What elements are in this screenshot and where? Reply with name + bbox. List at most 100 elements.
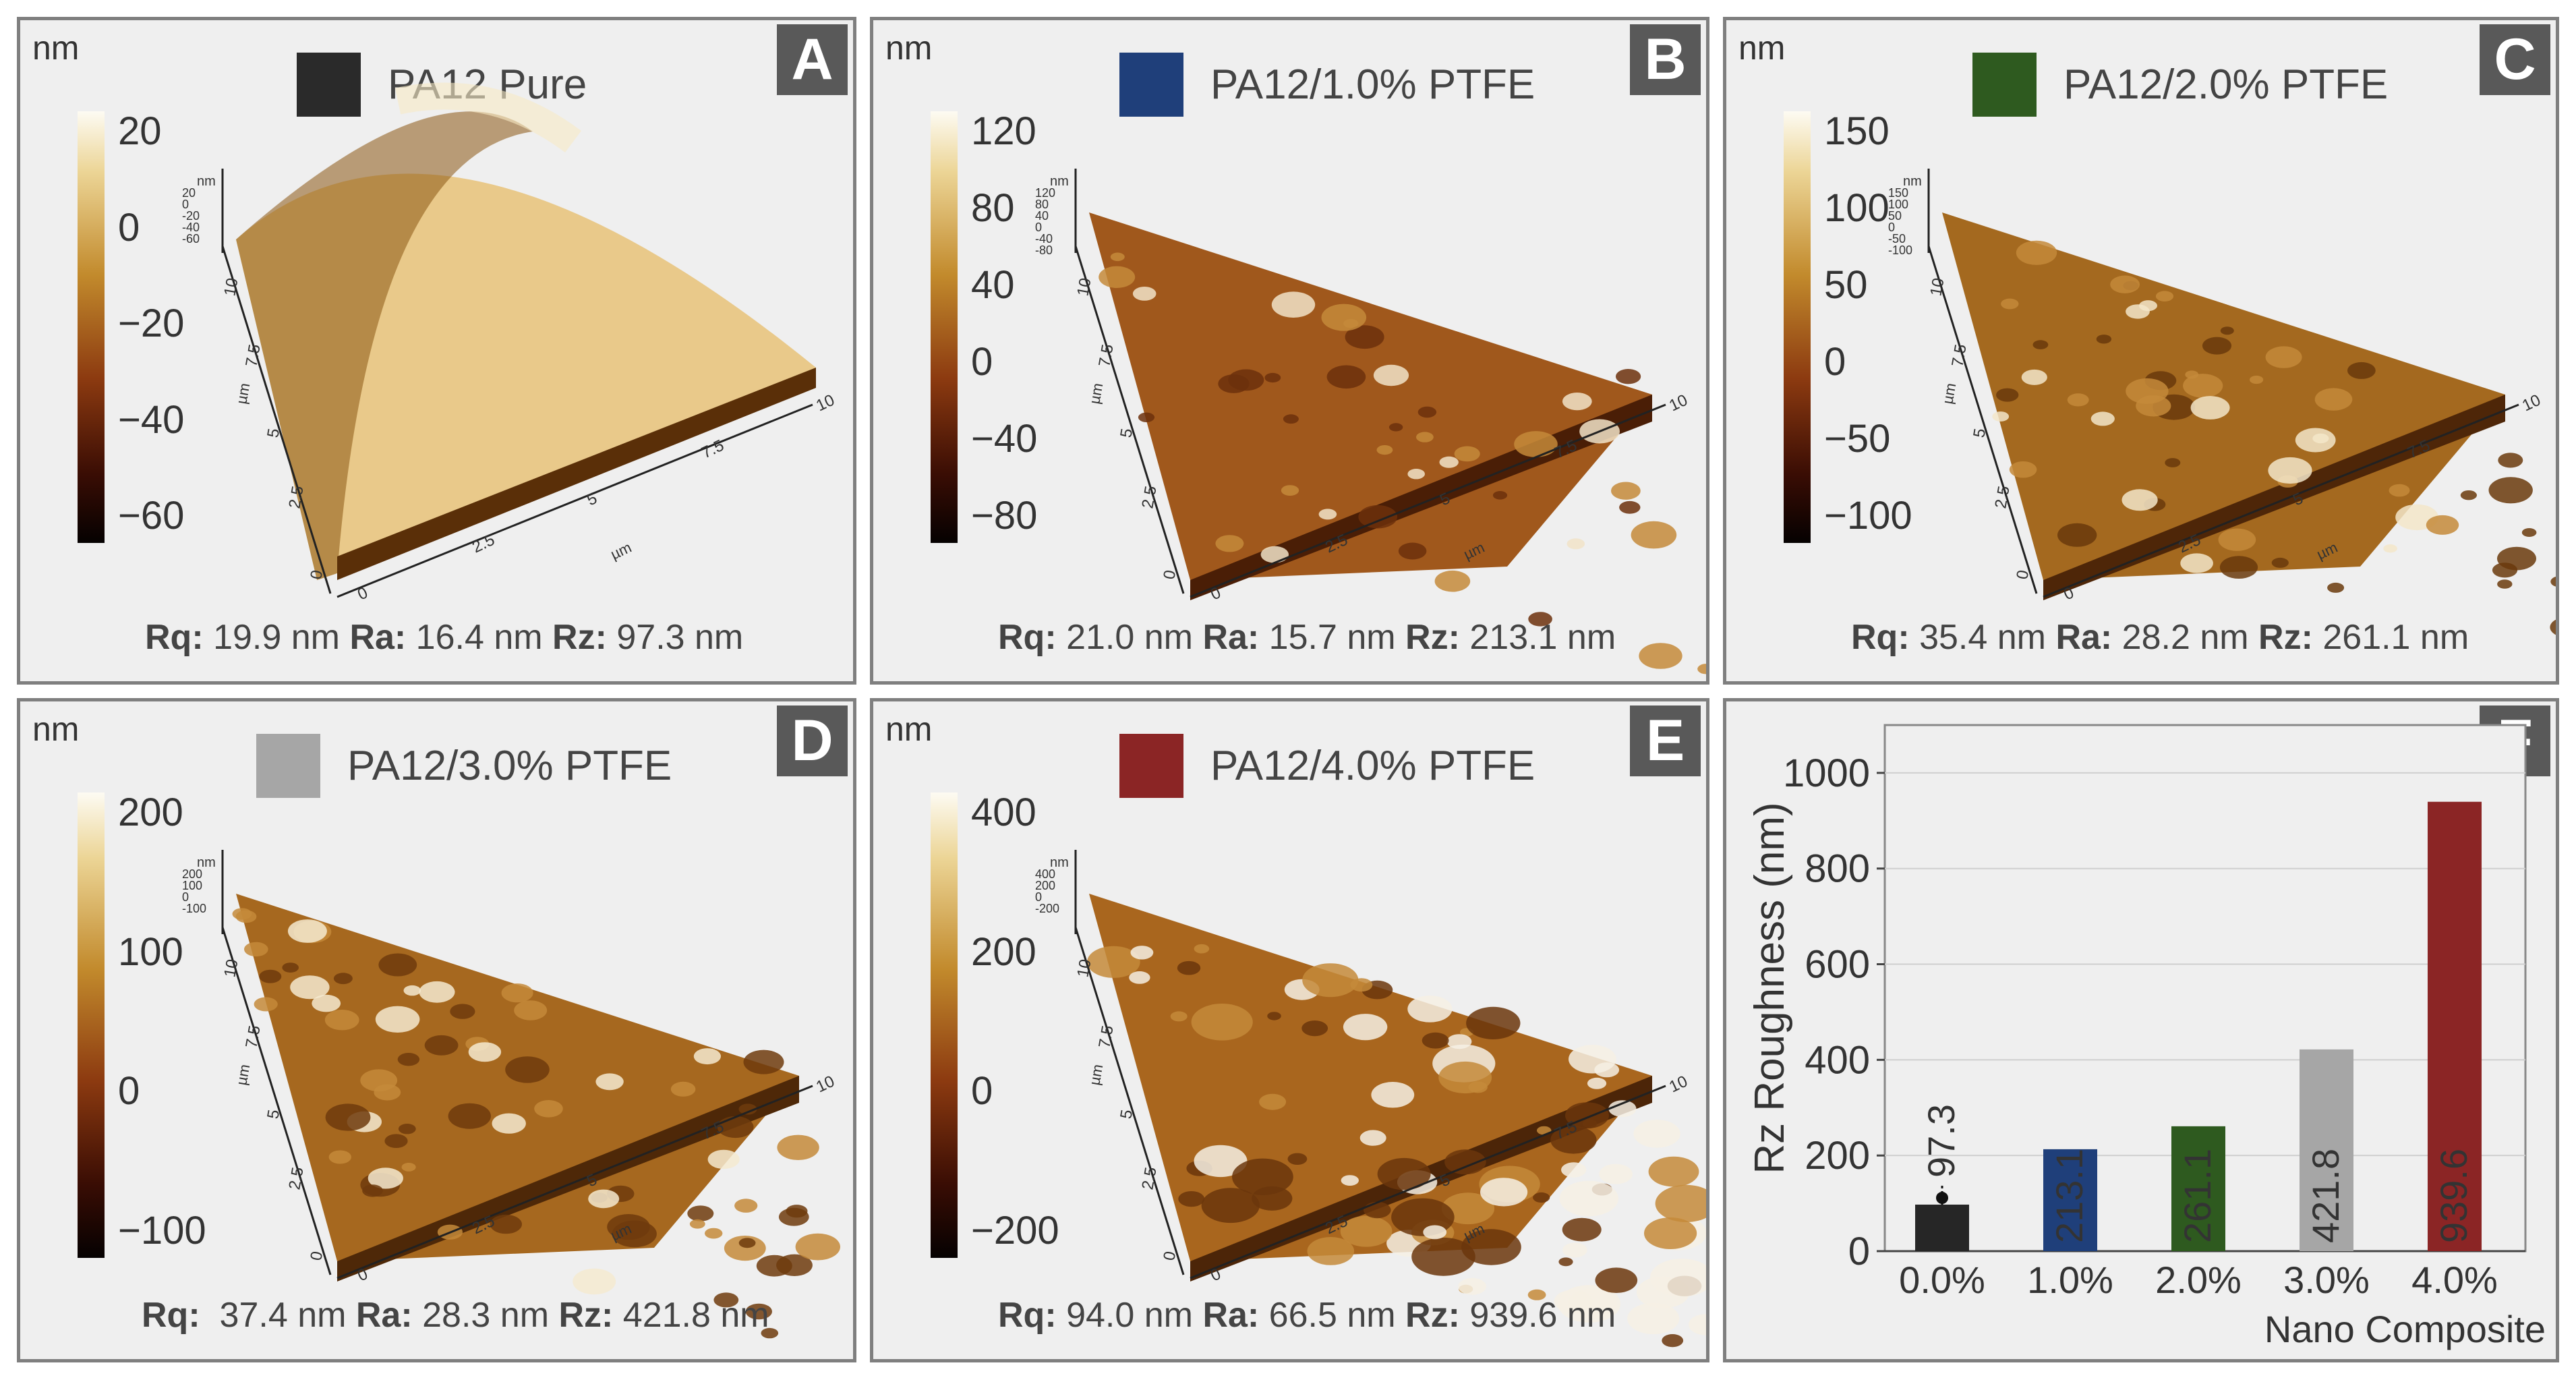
x-axis-label: Nano Composite bbox=[2264, 1308, 2546, 1350]
surface-feature bbox=[1260, 546, 1289, 563]
surface-feature bbox=[1439, 456, 1459, 468]
surface-feature bbox=[1582, 1119, 1598, 1128]
surface-z-tick: 100 bbox=[182, 879, 202, 892]
sample-name: PA12/4.0% PTFE bbox=[1210, 743, 1535, 789]
colorbar-tick: −100 bbox=[118, 1209, 206, 1253]
surface-feature bbox=[2183, 374, 2223, 398]
surface-feature bbox=[1527, 1289, 1546, 1300]
colorbar-tick: −40 bbox=[971, 417, 1038, 461]
surface-feature bbox=[2268, 457, 2312, 484]
colorbar-unit: nm bbox=[885, 710, 933, 748]
colorbar-tick: −60 bbox=[118, 494, 185, 538]
colorbar-tick: −50 bbox=[1824, 417, 1891, 461]
surface-feature bbox=[595, 1073, 624, 1091]
surface-z-tick: -100 bbox=[182, 902, 206, 915]
colorbar-tick: 0 bbox=[118, 1069, 140, 1114]
surface-y-tick: 2.5 bbox=[285, 484, 307, 510]
ra-value: 66.5 nm bbox=[1259, 1296, 1406, 1335]
surface-feature bbox=[573, 1268, 616, 1295]
surface-feature bbox=[2488, 477, 2533, 504]
surface-feature bbox=[1461, 1229, 1521, 1265]
surface-feature bbox=[1283, 414, 1299, 424]
ra-label: Ra: bbox=[355, 1296, 413, 1335]
surface-top bbox=[1942, 212, 2505, 580]
surface-z-tick: nm bbox=[197, 174, 216, 189]
x-tick-label: 1.0% bbox=[2027, 1259, 2113, 1301]
rq-label: Rq: bbox=[1851, 618, 1910, 657]
surface-feature bbox=[450, 1004, 475, 1019]
surface-feature bbox=[1301, 1020, 1328, 1037]
surface-y-tick: 0 bbox=[1160, 569, 1179, 581]
surface-y-axis bbox=[221, 246, 332, 594]
surface-feature bbox=[1130, 946, 1154, 960]
surface-feature bbox=[2021, 369, 2047, 385]
ra-label: Ra: bbox=[2055, 618, 2113, 657]
rq-label: Rq: bbox=[142, 1296, 200, 1335]
surface-y-tick: 5 bbox=[1970, 427, 1989, 439]
surface-feature bbox=[290, 975, 330, 1000]
surface-feature bbox=[403, 985, 421, 996]
surface-feature bbox=[1423, 1225, 1447, 1240]
y-axis-label: Rz Roughness (nm) bbox=[1747, 802, 1793, 1174]
colorbar-tick: −40 bbox=[118, 397, 185, 442]
colorbar-tick: −200 bbox=[971, 1209, 1059, 1253]
surface-feature bbox=[777, 1134, 819, 1160]
surface-z-tick: -60 bbox=[182, 232, 200, 246]
surface-y-tick: 2.5 bbox=[1138, 1165, 1160, 1191]
surface-feature bbox=[2126, 304, 2150, 319]
y-tick-label: 400 bbox=[1805, 1038, 1870, 1082]
surface-feature bbox=[1562, 393, 1592, 411]
surface-feature bbox=[1662, 1334, 1684, 1348]
colorbar-unit: nm bbox=[32, 29, 80, 67]
surface-z-tick: nm bbox=[1050, 174, 1069, 189]
surface-feature bbox=[1232, 1158, 1293, 1195]
surface-feature bbox=[2009, 461, 2037, 478]
rq-value: 94.0 nm bbox=[1056, 1296, 1203, 1335]
surface-y-tick: 5 bbox=[1117, 1108, 1136, 1120]
surface-feature bbox=[1326, 365, 1366, 389]
surface-y-tick: 5 bbox=[264, 1108, 283, 1120]
surface-feature bbox=[1562, 1242, 1587, 1258]
surface-x-tick: 10 bbox=[813, 1072, 838, 1097]
surface-y-tick: 7.5 bbox=[242, 1024, 264, 1049]
surface-feature bbox=[1422, 1032, 1449, 1049]
surface-feature bbox=[378, 953, 417, 977]
surface-x-axis bbox=[1190, 1085, 1666, 1279]
surface-feature bbox=[1318, 509, 1337, 520]
surface-feature bbox=[1340, 1215, 1393, 1247]
surface-z-tick: nm bbox=[1050, 855, 1069, 870]
surface-y-unit: µm bbox=[233, 1063, 253, 1087]
surface-feature bbox=[2219, 556, 2258, 579]
surface-feature bbox=[325, 1103, 371, 1131]
surface-feature bbox=[1358, 505, 1397, 529]
colorbar-tick: 80 bbox=[971, 186, 1015, 230]
sample-swatch bbox=[256, 734, 320, 798]
surface-feature bbox=[2057, 523, 2097, 547]
surface-y-axis bbox=[1074, 246, 1185, 594]
surface-y-unit: µm bbox=[1939, 382, 1959, 405]
surface-feature bbox=[505, 1056, 550, 1083]
surface-feature bbox=[375, 1006, 420, 1033]
y-tick-label: 600 bbox=[1805, 943, 1870, 987]
surface-feature bbox=[2550, 619, 2556, 635]
surface-feature bbox=[333, 973, 353, 985]
surface-feature bbox=[2271, 557, 2289, 568]
surface-z-tick: -100 bbox=[1888, 243, 1912, 257]
surface-feature bbox=[1359, 1130, 1386, 1146]
surface-feature bbox=[419, 981, 455, 1003]
surface-y-tick: 2.5 bbox=[1991, 484, 2013, 510]
bar-value-label: 261.1 bbox=[2176, 1149, 2219, 1243]
surface-feature bbox=[2185, 370, 2199, 379]
surface-feature bbox=[687, 1205, 714, 1221]
surface-y-axis bbox=[1927, 246, 2038, 594]
surface-feature bbox=[738, 1103, 757, 1115]
surface-x-tick: 0 bbox=[355, 583, 371, 604]
surface-feature bbox=[1619, 500, 1641, 514]
surface-y-tick: 10 bbox=[1927, 277, 1948, 297]
surface-feature bbox=[1345, 325, 1384, 349]
surface-feature bbox=[490, 1214, 522, 1234]
surface-feature bbox=[2165, 458, 2181, 467]
surface-feature bbox=[707, 1149, 740, 1170]
surface-feature bbox=[2218, 528, 2256, 551]
